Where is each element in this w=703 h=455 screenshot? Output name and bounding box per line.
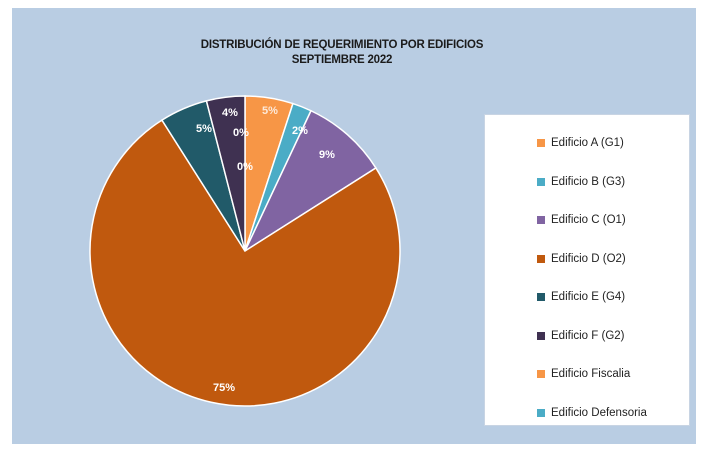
legend-swatch [537,254,545,263]
legend-item: Edificio Fiscalia [537,366,630,382]
data-label: 4% [222,107,238,119]
legend-item: Edificio C (O1) [537,212,626,228]
legend-swatch [537,139,545,147]
chart-subtitle: SEPTIEMBRE 2022 [291,54,393,66]
legend-item: Edificio B (G3) [537,174,625,190]
legend-label: Edificio F (G2) [551,329,625,342]
legend-swatch [537,408,545,417]
legend-item: Edificio E (G4) [537,289,625,305]
legend-item: Edificio D (O2) [537,251,626,267]
legend-item: Edificio A (G1) [537,135,624,151]
data-label: 5% [196,123,212,135]
legend-label: Edificio C (O1) [551,214,626,226]
legend-label: Edificio D (O2) [551,252,626,265]
legend-swatch [537,216,545,224]
legend-swatch [537,331,545,340]
pie-chart: 5% 2% 9% 75% 5% 4% 0% 0% [89,95,401,407]
data-label: 5% [262,105,278,117]
legend-label: Edificio Fiscalia [551,368,631,380]
chart-area: DISTRIBUCIÓN DE REQUERIMIENTO POR EDIFIC… [12,8,696,444]
pie-slice [243,109,377,254]
legend-swatch [537,370,545,378]
legend-item: Edificio Defensoria [537,405,647,421]
legend-label: Edificio E (G4) [551,291,626,303]
legend-item: Edificio F (G2) [537,328,625,344]
data-label: 0% [233,127,249,139]
legend-swatch [537,293,545,301]
chart-title-block: DISTRIBUCIÓN DE REQUERIMIENTO POR EDIFIC… [12,38,672,68]
data-label: 2% [292,125,308,137]
data-label: 0% [237,161,253,173]
data-label: 9% [319,149,335,161]
legend-label: Edificio B (G3) [551,175,626,188]
legend-label: Edificio A (G1) [551,137,624,149]
legend-label: Edificio Defensoria [551,406,647,419]
data-label: 75% [213,382,235,394]
pie-slice [205,95,246,252]
chart-legend: Edificio A (G1) Edificio B (G3) Edificio C… [484,114,690,426]
chart-title: DISTRIBUCIÓN DE REQUERIMIENTO POR EDIFIC… [200,39,484,51]
pie-slice [89,119,401,407]
legend-swatch [537,177,545,186]
